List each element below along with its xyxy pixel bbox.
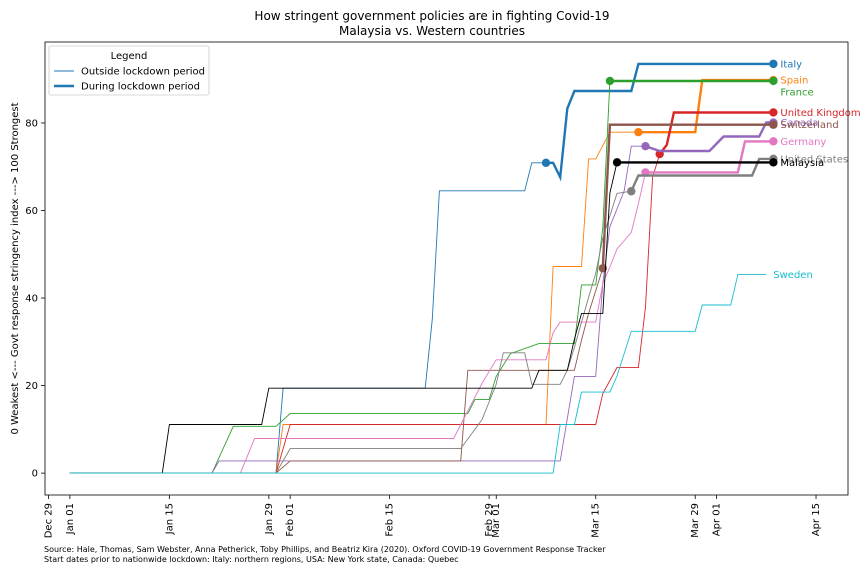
x-tick-label: Apr 01 xyxy=(712,503,723,536)
end-marker-france xyxy=(769,76,778,86)
axes-layer: 0 20 40 60 80 Dec 29 Jan 01 Jan 15 Jan 29 Feb 01 F… xyxy=(10,41,849,538)
series-line-united-kingdom-lockdown xyxy=(658,111,774,155)
y-tick-label: 80 xyxy=(25,118,38,129)
lockdown-start-marker-spain xyxy=(634,127,643,137)
series-line-switzerland-outside-lockdown xyxy=(69,268,604,474)
end-marker-germany xyxy=(769,137,778,146)
chart-title: How stringent government policies are in… xyxy=(254,9,610,23)
series-line-germany-lockdown xyxy=(645,140,774,174)
y-tick-label: 0 xyxy=(32,469,38,480)
series-label-canada: Canada xyxy=(780,118,818,129)
x-tick-label: Feb 01 xyxy=(285,503,296,537)
series-label-germany: Germany xyxy=(780,137,826,148)
series-line-germany-outside-lockdown xyxy=(69,172,646,474)
chart-subtitle: Malaysia vs. Western countries xyxy=(338,24,526,38)
end-marker-malaysia xyxy=(769,158,778,167)
series-label-united-kingdom: United Kingdom xyxy=(780,108,860,119)
series-line-canada-outside-lockdown xyxy=(69,145,646,474)
x-tick-label: Mar 01 xyxy=(491,503,502,538)
x-tick-label: Jan 01 xyxy=(65,503,76,535)
x-tick-label: Mar 15 xyxy=(591,503,602,538)
x-tick-label: Apr 15 xyxy=(811,503,822,536)
series-line-switzerland-lockdown xyxy=(601,123,774,269)
end-marker-united-kingdom xyxy=(769,108,778,117)
legend-entry-during: During lockdown period xyxy=(81,82,200,93)
series-line-canada-lockdown xyxy=(645,121,774,153)
x-tick-label: Jan 15 xyxy=(164,503,175,535)
y-tick-label: 60 xyxy=(25,206,38,217)
series-line-france-outside-lockdown xyxy=(69,80,611,474)
end-marker-italy xyxy=(769,59,778,69)
legend-box xyxy=(48,45,210,96)
legend-entry-outside: Outside lockdown period xyxy=(81,67,205,78)
series-label-united-states: United States xyxy=(780,154,848,165)
series-line-united-kingdom-outside-lockdown xyxy=(69,153,661,474)
series-line-spain-outside-lockdown xyxy=(69,131,639,474)
series-line-malaysia-outside-lockdown xyxy=(69,162,618,474)
series-line-sweden-outside-lockdown xyxy=(69,273,767,474)
series-line-united-states-outside-lockdown xyxy=(69,190,632,474)
start-dates-note: Start dates prior to nationwide lockdown… xyxy=(44,555,459,564)
y-tick-label: 20 xyxy=(25,381,38,392)
lockdown-start-marker-malaysia xyxy=(612,158,622,167)
lockdown-start-marker-canada xyxy=(641,141,650,151)
end-marker-switzerland xyxy=(769,120,778,129)
x-tick-label: Feb 15 xyxy=(385,503,396,537)
source-note: Source: Hale, Thomas, Sam Webster, Anna … xyxy=(44,545,606,554)
x-tick-label: Dec 29 xyxy=(44,503,55,538)
series-label-spain: Spain xyxy=(780,76,808,87)
series-line-united-states-lockdown xyxy=(630,157,774,192)
y-axis-label: 0 Weakest <--- Govt response stringency … xyxy=(10,102,21,434)
lockdown-start-marker-united-states xyxy=(627,187,636,196)
series-label-malaysia: Malaysia xyxy=(780,158,824,169)
series-label-sweden: Sweden xyxy=(773,270,813,281)
series-label-italy: Italy xyxy=(780,59,802,70)
legend: Legend Outside lockdown period During lock… xyxy=(48,45,210,96)
series-label-france: France xyxy=(780,87,813,98)
x-tick-label: Mar 29 xyxy=(690,503,701,538)
plot-frame xyxy=(44,41,849,496)
lockdown-start-marker-italy xyxy=(541,158,551,167)
x-tick-label: Feb 29 xyxy=(484,503,495,537)
series-line-italy-lockdown xyxy=(546,62,774,182)
lockdown-start-marker-france xyxy=(605,76,615,86)
x-tick-label: Jan 29 xyxy=(264,503,275,535)
y-tick-label: 40 xyxy=(25,294,38,305)
legend-title: Legend xyxy=(111,51,148,62)
series-label-switzerland: Switzerland xyxy=(780,120,838,131)
series-line-italy-outside-lockdown xyxy=(69,162,546,474)
